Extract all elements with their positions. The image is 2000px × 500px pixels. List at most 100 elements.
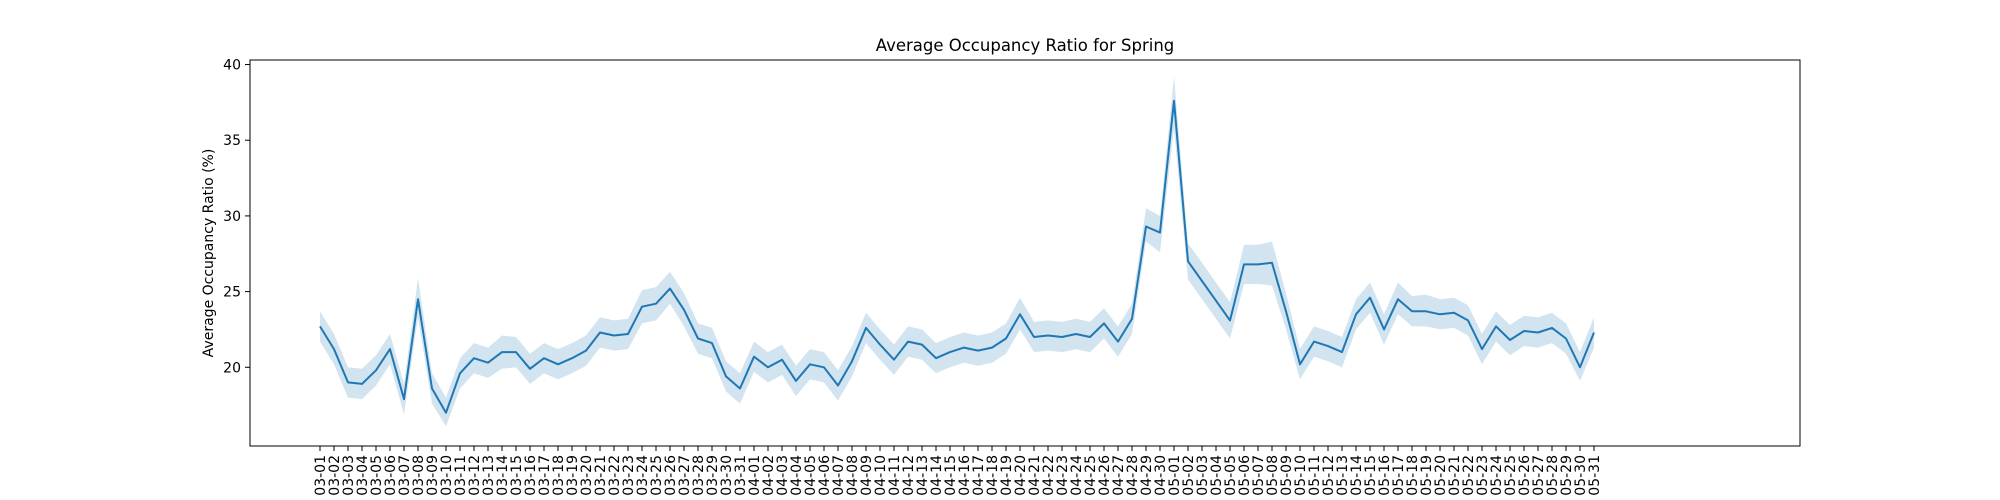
- x-tick-label: 04-28: [1125, 455, 1141, 496]
- x-tick-label: 05-24: [1489, 455, 1505, 496]
- x-tick-label: 04-29: [1139, 455, 1155, 496]
- x-tick-label: 05-21: [1447, 455, 1463, 496]
- x-tick-label: 03-13: [481, 455, 497, 496]
- x-tick-label: 05-19: [1419, 455, 1435, 496]
- x-tick-label: 04-20: [1013, 455, 1029, 496]
- x-tick-label: 05-22: [1461, 455, 1477, 496]
- x-tick-label: 05-27: [1531, 455, 1547, 496]
- plot-area: [249, 59, 1801, 447]
- x-tick-label: 05-25: [1503, 455, 1519, 496]
- x-tick-label: 05-05: [1223, 455, 1239, 496]
- x-tick-label: 03-22: [607, 455, 623, 496]
- x-tick-label: 04-26: [1097, 455, 1113, 496]
- x-tick-label: 04-02: [761, 455, 777, 496]
- x-tick-label: 05-16: [1377, 455, 1393, 496]
- x-tick-label: 05-10: [1293, 455, 1309, 496]
- x-tick-label: 04-14: [929, 455, 945, 496]
- x-tick-label: 04-18: [985, 455, 1001, 496]
- x-tick-label: 05-06: [1237, 455, 1253, 496]
- x-tick-label: 05-29: [1559, 455, 1575, 496]
- x-axis: 03-0103-0203-0303-0403-0503-0603-0703-08…: [313, 446, 1603, 496]
- series-line: [319, 99, 1595, 414]
- y-tick-label: 40: [223, 58, 241, 74]
- x-tick-label: 05-13: [1335, 455, 1351, 496]
- x-tick-label: 05-23: [1475, 455, 1491, 496]
- y-tick-label: 20: [223, 360, 241, 376]
- x-tick-label: 03-24: [635, 455, 651, 496]
- x-tick-label: 04-10: [873, 455, 889, 496]
- x-tick-label: 04-19: [999, 455, 1015, 496]
- x-tick-label: 05-26: [1517, 455, 1533, 496]
- x-tick-label: 04-09: [859, 455, 875, 496]
- x-tick-label: 05-08: [1265, 455, 1281, 496]
- x-tick-label: 03-12: [467, 455, 483, 496]
- x-tick-label: 05-03: [1195, 455, 1211, 496]
- chart-title: Average Occupancy Ratio for Spring: [876, 36, 1175, 55]
- confidence-band: [320, 76, 1594, 427]
- x-tick-label: 03-19: [565, 455, 581, 496]
- x-tick-label: 03-03: [341, 455, 357, 496]
- x-tick-label: 04-01: [747, 455, 763, 496]
- x-tick-label: 05-12: [1321, 455, 1337, 496]
- x-tick-label: 04-17: [971, 455, 987, 496]
- x-tick-label: 03-25: [649, 455, 665, 496]
- x-tick-label: 04-11: [887, 455, 903, 496]
- x-tick-label: 03-23: [621, 455, 637, 496]
- x-tick-label: 04-12: [901, 455, 917, 496]
- x-tick-label: 04-13: [915, 455, 931, 496]
- x-tick-label: 05-17: [1391, 455, 1407, 496]
- y-axis-label: Average Occupancy Ratio (%): [201, 149, 217, 358]
- x-tick-label: 04-22: [1041, 455, 1057, 496]
- x-tick-label: 03-21: [593, 455, 609, 496]
- y-tick-label: 35: [223, 133, 241, 149]
- x-tick-label: 03-09: [425, 455, 441, 496]
- y-tick-label: 30: [223, 209, 241, 225]
- x-tick-label: 03-01: [313, 455, 329, 496]
- x-tick-label: 03-28: [691, 455, 707, 496]
- x-tick-label: 03-31: [733, 455, 749, 496]
- x-tick-label: 03-27: [677, 455, 693, 496]
- x-tick-label: 05-31: [1587, 455, 1603, 496]
- x-tick-label: 05-30: [1573, 455, 1589, 496]
- x-tick-label: 03-17: [537, 455, 553, 496]
- x-tick-label: 03-15: [509, 455, 525, 496]
- x-tick-label: 05-14: [1349, 455, 1365, 496]
- x-tick-label: 03-07: [397, 455, 413, 496]
- x-tick-label: 04-05: [803, 455, 819, 496]
- x-tick-label: 05-02: [1181, 455, 1197, 496]
- x-tick-label: 04-06: [817, 455, 833, 496]
- x-tick-label: 03-26: [663, 455, 679, 496]
- x-tick-label: 03-04: [355, 455, 371, 496]
- x-tick-label: 05-15: [1363, 455, 1379, 496]
- x-tick-label: 03-06: [383, 455, 399, 496]
- x-tick-label: 03-11: [453, 455, 469, 496]
- x-tick-label: 03-05: [369, 455, 385, 496]
- x-tick-label: 05-11: [1307, 455, 1323, 496]
- x-tick-label: 03-18: [551, 455, 567, 496]
- x-tick-label: 04-15: [943, 455, 959, 496]
- y-axis: 20 25 30 35 40: [223, 58, 250, 376]
- x-tick-label: 05-20: [1433, 455, 1449, 496]
- x-tick-label: 05-01: [1167, 455, 1183, 496]
- y-tick-label: 25: [223, 285, 241, 301]
- x-tick-label: 04-03: [775, 455, 791, 496]
- x-tick-label: 05-18: [1405, 455, 1421, 496]
- x-tick-label: 04-24: [1069, 455, 1085, 496]
- x-tick-label: 04-30: [1153, 455, 1169, 496]
- x-tick-label: 03-02: [327, 455, 343, 496]
- x-tick-label: 04-07: [831, 455, 847, 496]
- x-tick-label: 04-04: [789, 455, 805, 496]
- x-tick-label: 04-25: [1083, 455, 1099, 496]
- x-tick-label: 03-08: [411, 455, 427, 496]
- x-tick-label: 03-14: [495, 455, 511, 496]
- x-tick-label: 03-10: [439, 455, 455, 496]
- x-tick-label: 05-07: [1251, 455, 1267, 496]
- x-tick-label: 04-08: [845, 455, 861, 496]
- x-tick-label: 03-29: [705, 455, 721, 496]
- x-tick-label: 05-09: [1279, 455, 1295, 496]
- x-tick-label: 04-16: [957, 455, 973, 496]
- x-tick-label: 05-04: [1209, 455, 1225, 496]
- x-tick-label: 04-23: [1055, 455, 1071, 496]
- x-tick-label: 04-27: [1111, 455, 1127, 496]
